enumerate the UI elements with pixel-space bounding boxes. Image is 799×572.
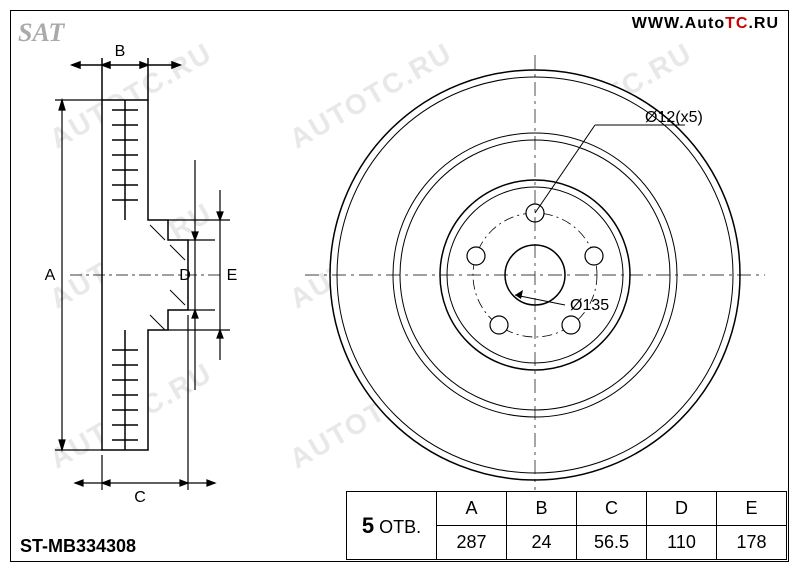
front-view-drawing: Ø12(x5) Ø135 — [300, 50, 770, 490]
url-prefix: WWW. — [632, 15, 685, 32]
th-b: B — [507, 492, 577, 526]
dim-label-b: B — [115, 43, 126, 60]
tv-b: 24 — [507, 526, 577, 560]
th-d: D — [647, 492, 717, 526]
tv-e: 178 — [717, 526, 787, 560]
center-dia-label: Ø135 — [570, 297, 609, 314]
dim-label-a: A — [45, 267, 56, 284]
dim-label-e: E — [227, 267, 238, 284]
holes-count: 5 — [362, 513, 374, 538]
site-url: WWW.AutoTC.RU — [632, 15, 779, 33]
th-e: E — [717, 492, 787, 526]
holes-label: ОТВ. — [379, 517, 421, 537]
side-view-drawing: B A — [20, 40, 260, 510]
part-number: ST-MB334308 — [20, 536, 136, 557]
holes-cell: 5 ОТВ. — [347, 492, 437, 560]
url-tc: TC — [725, 15, 748, 32]
th-a: A — [437, 492, 507, 526]
url-suffix: .RU — [748, 15, 779, 32]
url-auto: Auto — [685, 15, 725, 32]
bolt-spec-label: Ø12(x5) — [645, 109, 703, 126]
dim-label-c: C — [134, 489, 146, 506]
spec-table: 5 ОТВ. A B C D E 287 24 56.5 110 178 — [346, 491, 787, 560]
tv-d: 110 — [647, 526, 717, 560]
tv-c: 56.5 — [577, 526, 647, 560]
dim-label-d: D — [179, 267, 191, 284]
th-c: C — [577, 492, 647, 526]
tv-a: 287 — [437, 526, 507, 560]
